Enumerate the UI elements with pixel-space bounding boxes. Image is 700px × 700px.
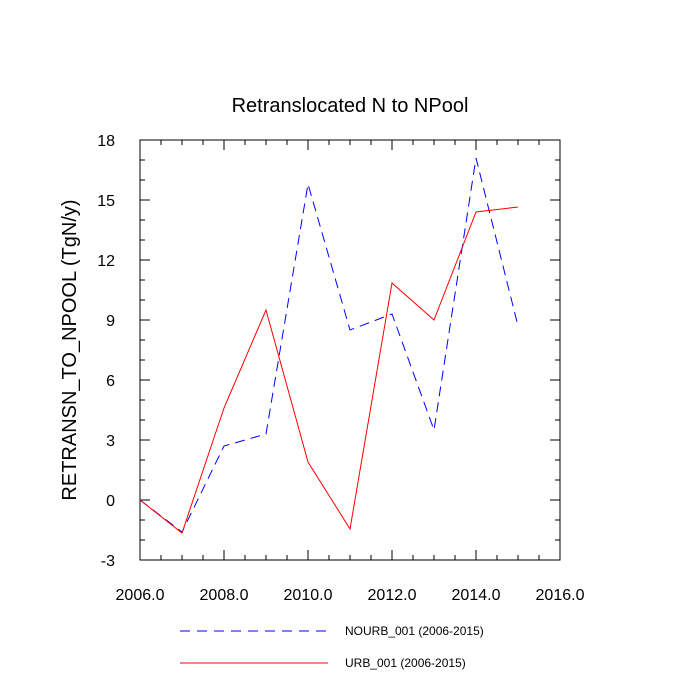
series-lines (139, 157, 519, 534)
plot-frame (139, 139, 561, 561)
y-tick-label: 6 (106, 373, 115, 390)
y-tick-labels: -3 0 3 6 9 12 15 18 (97, 133, 115, 570)
minor-ticks (140, 140, 560, 560)
major-ticks (139, 139, 561, 561)
series-line-nourb-001 (139, 157, 519, 533)
y-tick-label: -3 (101, 553, 115, 570)
y-tick-label: 9 (106, 313, 115, 330)
chart-title: Retranslocated N to NPool (232, 95, 469, 117)
x-tick-label: 2014.0 (452, 587, 501, 604)
legend-label: URB_001 (2006-2015) (345, 656, 466, 670)
y-tick-label: 3 (106, 433, 115, 450)
y-axis-label: RETRANSN_TO_NPOOL (TgN/y) (59, 199, 81, 500)
x-tick-label: 2006.0 (116, 587, 165, 604)
y-tick-label: 15 (97, 193, 115, 210)
x-tick-label: 2016.0 (536, 587, 585, 604)
series-line-urb-001 (139, 206, 519, 534)
legend: NOURB_001 (2006-2015) URB_001 (2006-2015) (180, 624, 484, 670)
x-tick-labels: 2006.0 2008.0 2010.0 2012.0 2014.0 2016.0 (116, 587, 585, 604)
y-tick-label: 0 (106, 493, 115, 510)
y-tick-label: 12 (97, 253, 115, 270)
x-tick-label: 2010.0 (284, 587, 333, 604)
x-tick-label: 2008.0 (200, 587, 249, 604)
x-tick-label: 2012.0 (368, 587, 417, 604)
legend-label: NOURB_001 (2006-2015) (345, 624, 484, 638)
y-tick-label: 18 (97, 133, 115, 150)
